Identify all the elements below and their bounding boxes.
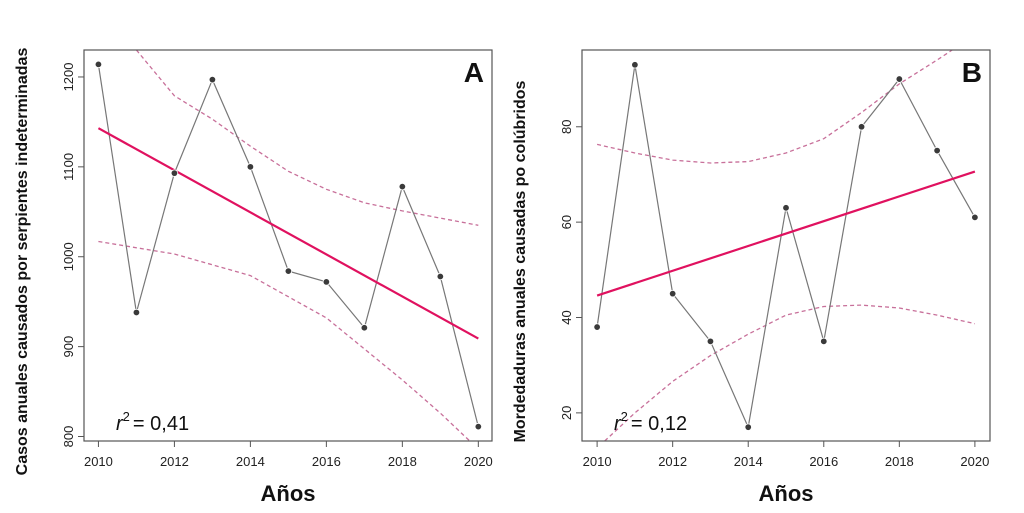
data-point	[436, 272, 445, 281]
data-point	[132, 308, 141, 317]
y-tick-label: 1000	[61, 242, 76, 271]
y-tick-label: 1200	[61, 63, 76, 92]
data-point	[631, 61, 639, 69]
x-axis-title: Años	[759, 481, 814, 506]
r-squared-annotation: r2 = 0,41	[116, 409, 189, 435]
r2-value: = 0,12	[631, 413, 687, 435]
x-tick-label: 2014	[236, 454, 265, 469]
data-point	[360, 324, 369, 332]
ci-lower-line	[98, 240, 471, 441]
x-tick-label: 2016	[312, 454, 341, 469]
data-point	[820, 337, 828, 346]
y-tick-label: 60	[559, 215, 574, 229]
data-line	[97, 64, 479, 427]
panel-a: 2010 2012 2014 2016 2018 2020 800 900 1000 1100 12…	[14, 48, 493, 506]
y-tick-label: 20	[559, 406, 574, 420]
x-tick-label: 2010	[84, 454, 113, 469]
ci-upper-line	[135, 50, 479, 226]
panel-label: A	[464, 57, 484, 88]
plot-area	[593, 50, 979, 441]
r2-value: = 0,41	[133, 413, 189, 435]
x-tick-label: 2018	[885, 454, 914, 469]
x-tick-label: 2016	[809, 454, 838, 469]
data-point	[94, 60, 103, 69]
data-point	[593, 323, 601, 331]
regression-line	[596, 170, 976, 297]
plot-area	[94, 50, 483, 441]
y-tick-label: 900	[61, 336, 76, 358]
y-axis-title: Mordedaduras anuales causadas po colúbri…	[512, 80, 529, 442]
regression-line	[97, 127, 479, 340]
data-point	[857, 123, 866, 131]
data-point	[933, 146, 941, 155]
ci-upper-line	[596, 50, 953, 164]
x-tick-label: 2014	[734, 454, 763, 469]
r2-symbol: r	[116, 413, 124, 435]
data-point	[246, 163, 255, 171]
x-tick-label: 2018	[388, 454, 417, 469]
y-tick-label: 1100	[61, 153, 76, 181]
x-tick-label: 2012	[160, 454, 189, 469]
r-squared-annotation: r2 = 0,12	[614, 409, 687, 435]
y-tick-label: 800	[61, 426, 76, 448]
data-point	[284, 267, 293, 275]
data-point	[170, 169, 179, 177]
x-tick-label: 2010	[583, 454, 612, 469]
data-point	[706, 337, 715, 346]
data-point	[895, 75, 904, 83]
plot-frame	[83, 49, 493, 442]
data-point	[208, 75, 217, 84]
y-tick-label: 40	[559, 310, 574, 324]
y-tick-label: 80	[559, 120, 574, 134]
x-tick-label: 2020	[464, 454, 493, 469]
data-point	[398, 182, 407, 191]
x-tick-label: 2020	[960, 454, 989, 469]
y-axis-title: Casos anuales causados por serpientes in…	[14, 48, 31, 476]
data-line	[596, 64, 976, 430]
data-point	[782, 204, 790, 212]
data-point	[744, 423, 752, 431]
panel-label: B	[962, 57, 982, 88]
data-point	[971, 213, 979, 222]
data-point	[322, 278, 331, 286]
plot-frame	[581, 49, 991, 442]
x-axis-title: Años	[261, 481, 316, 506]
data-point	[668, 289, 677, 298]
r2-exponent: 2	[123, 409, 130, 424]
r2-symbol: r	[614, 413, 622, 435]
x-tick-label: 2012	[658, 454, 687, 469]
data-point	[474, 422, 483, 431]
r2-exponent: 2	[621, 409, 628, 424]
panel-b: 2010 2012 2014 2016 2018 202020406080Mordedad…	[512, 49, 991, 506]
